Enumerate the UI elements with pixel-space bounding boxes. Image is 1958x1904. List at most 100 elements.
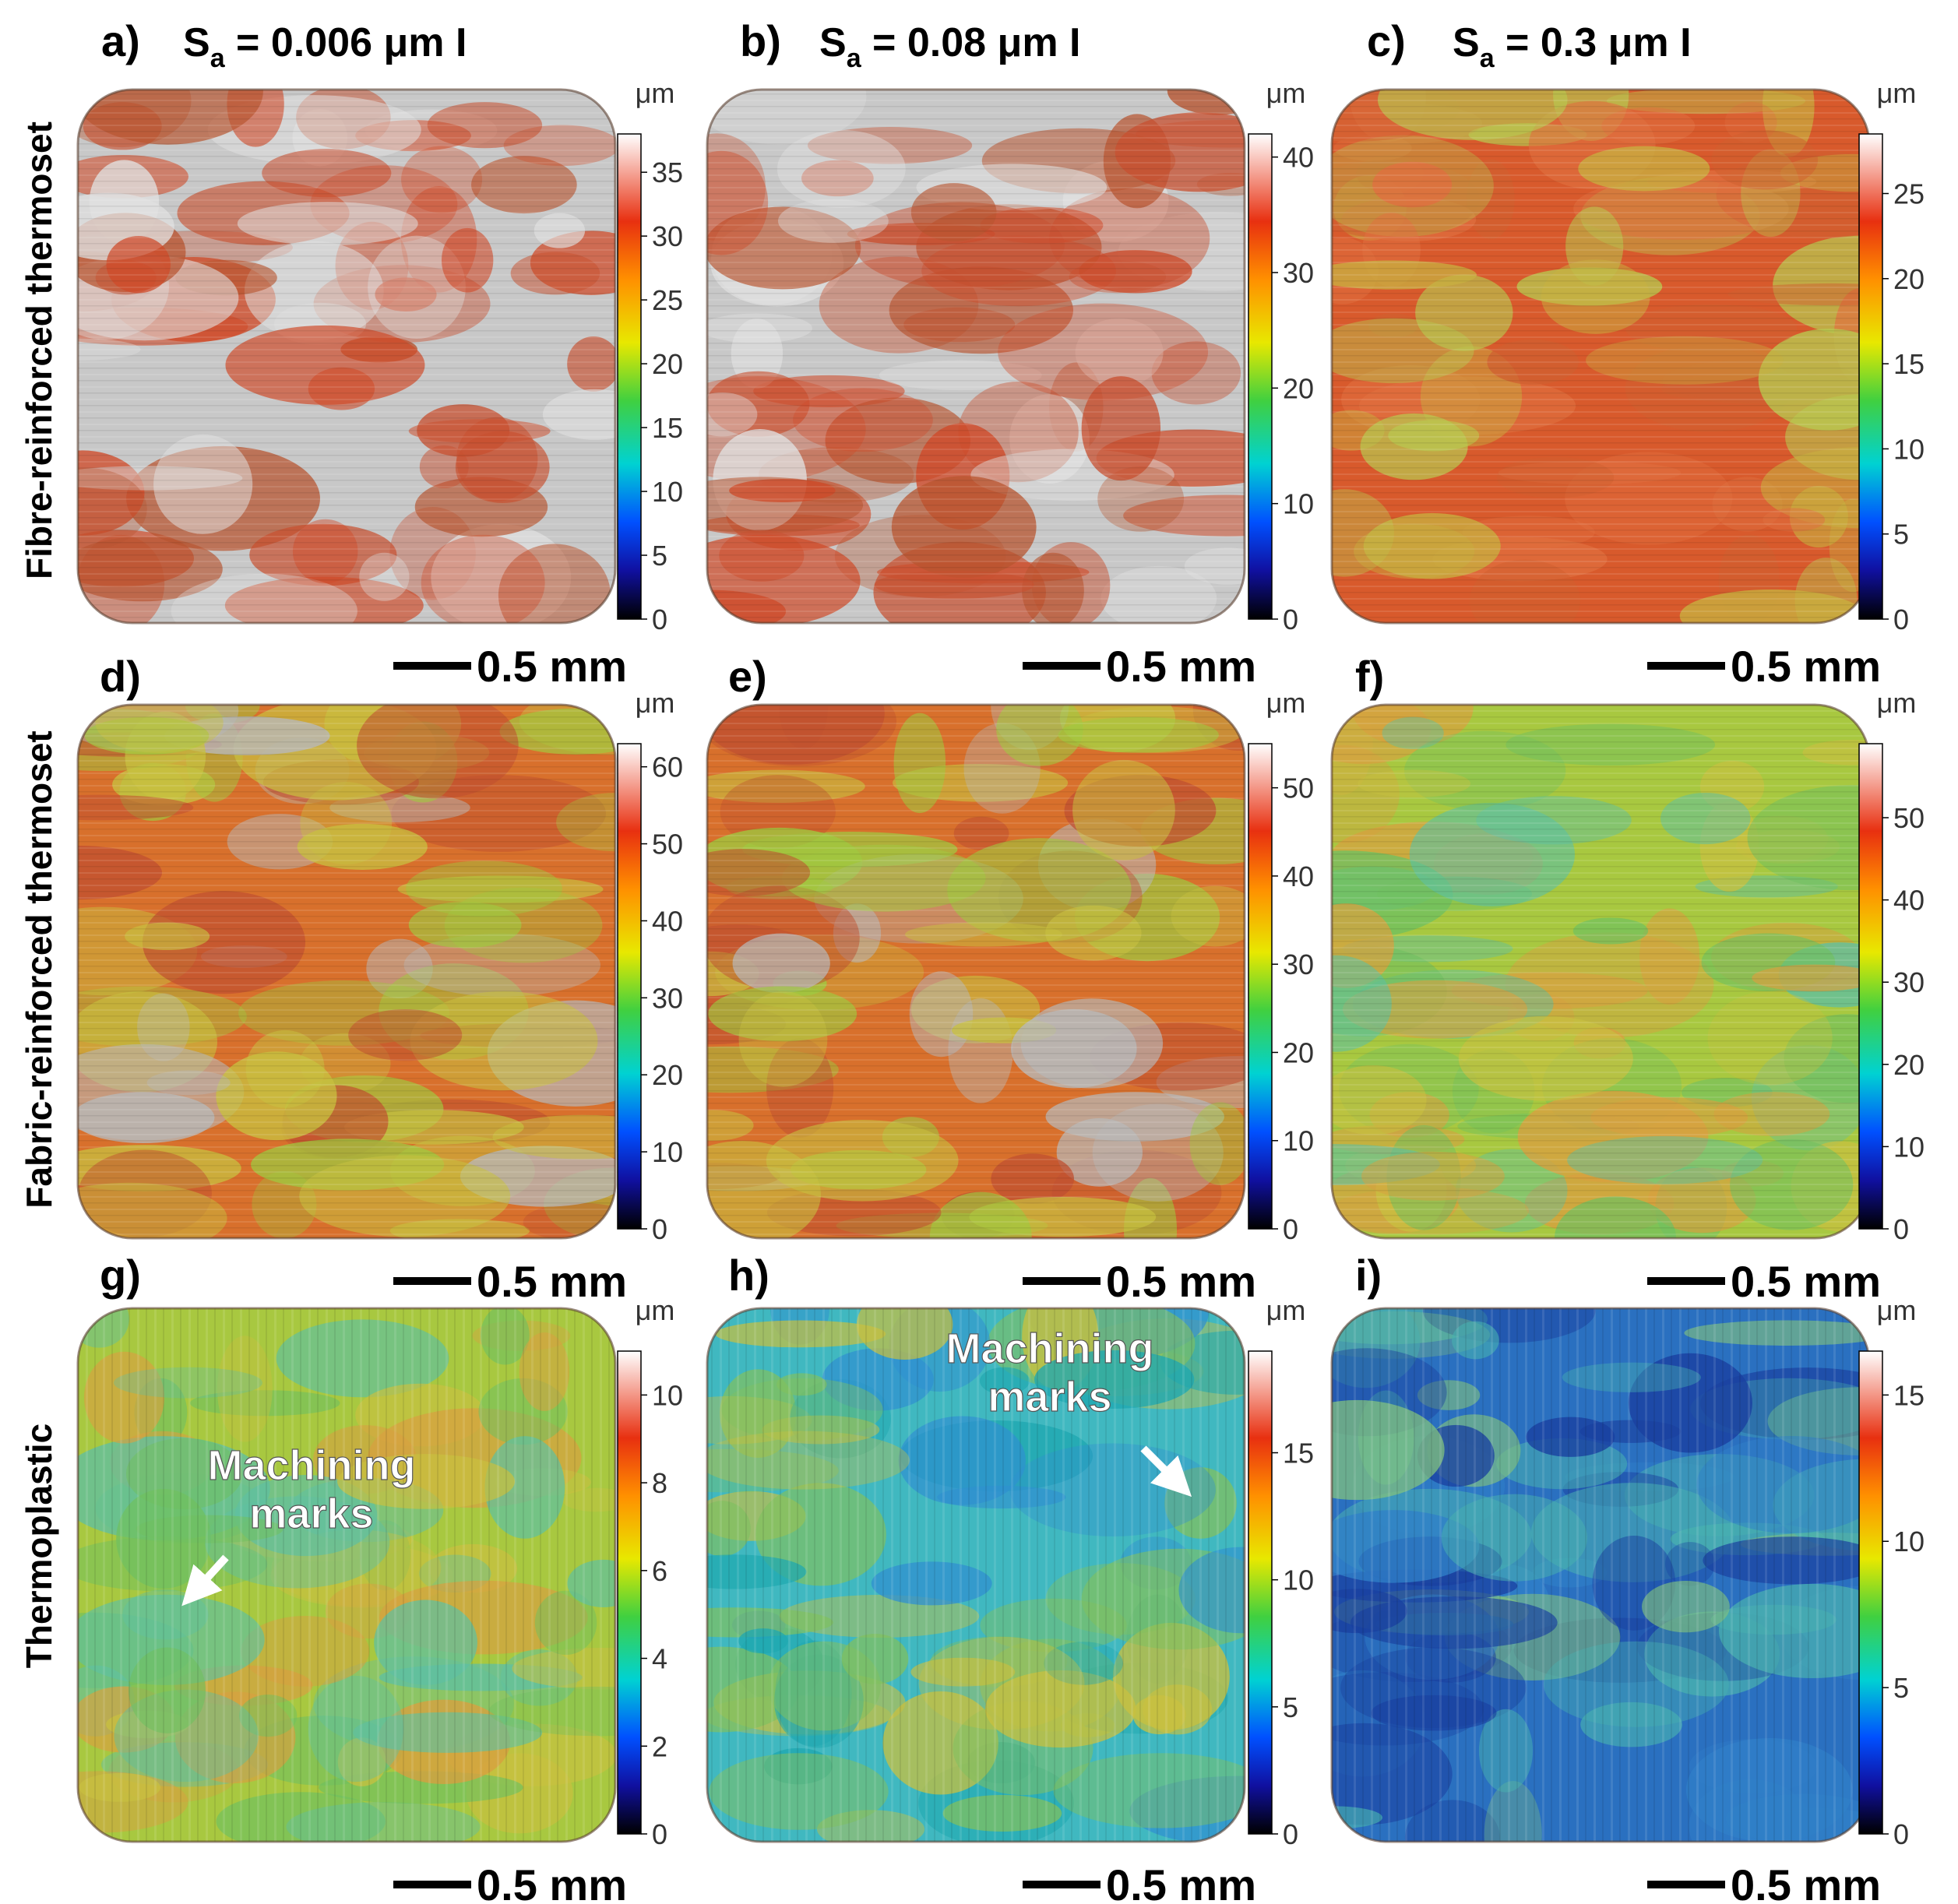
colorbar-tick-g-5: 10	[652, 1379, 683, 1411]
colorbar-tick-h-3: 15	[1283, 1438, 1314, 1469]
colorbar-e	[1248, 743, 1273, 1230]
scale-bar-line-i	[1647, 1881, 1725, 1888]
row-label-thermoplastic: Thermoplastic	[19, 1424, 59, 1668]
colorbar-tick-f-2: 20	[1893, 1049, 1925, 1081]
annotation-text-g-0: Machining	[208, 1442, 416, 1489]
colorbar-tick-e-2: 20	[1283, 1036, 1314, 1068]
colorbar-tick-a-4: 20	[652, 348, 683, 380]
scale-bar-line-h	[1023, 1881, 1100, 1888]
colorbar-tick-f-1: 10	[1893, 1131, 1925, 1163]
panel-letter-c: c)	[1367, 16, 1406, 65]
colorbar-tick-c-0: 0	[1893, 604, 1909, 635]
panel-b: μm 0 10 20 30 40 0.5 mm	[706, 77, 1314, 691]
colorbar-g	[617, 1350, 642, 1835]
scale-bar-label-e: 0.5 mm	[1106, 1257, 1256, 1306]
sa-label-a: Sa = 0.006 μm I	[183, 20, 467, 73]
colorbar-unit-a: μm	[636, 77, 675, 109]
colorbar-unit-g: μm	[636, 1294, 675, 1326]
scale-bar-label-f: 0.5 mm	[1731, 1257, 1881, 1306]
colorbar-unit-c: μm	[1877, 77, 1917, 109]
annotation-text-h-1: marks	[988, 1374, 1111, 1420]
colorbar-tick-i-2: 10	[1893, 1526, 1925, 1557]
colorbar-f	[1858, 743, 1883, 1230]
surface-map-b	[707, 90, 1245, 623]
panel-letter-a: a)	[101, 16, 140, 65]
annotation-arrow-g	[181, 1554, 229, 1607]
colorbar-tick-d-3: 30	[652, 982, 683, 1014]
colorbar-tick-a-6: 30	[652, 220, 683, 252]
colorbar-i	[1858, 1350, 1883, 1835]
colorbar-tick-f-5: 50	[1893, 802, 1925, 834]
colorbar-tick-a-3: 15	[652, 412, 683, 444]
scale-bar-label-h: 0.5 mm	[1106, 1860, 1256, 1904]
colorbar-tick-g-1: 2	[652, 1730, 667, 1762]
colorbar-tick-d-6: 60	[652, 751, 683, 783]
scale-bar-line-b	[1023, 662, 1100, 670]
annotation-arrow-h	[1140, 1445, 1192, 1498]
surface-map-a	[78, 90, 615, 623]
colorbar-tick-i-0: 0	[1893, 1818, 1909, 1850]
colorbar-tick-a-7: 35	[652, 157, 683, 188]
colorbar-tick-g-4: 8	[652, 1467, 667, 1499]
panel-a: μm 0 5 10 15 20 25 30 35 0.5 mm	[76, 77, 683, 691]
surface-map-f	[1332, 705, 1869, 1238]
colorbar-tick-c-1: 5	[1893, 519, 1909, 551]
scale-bar-line-e	[1023, 1277, 1100, 1285]
panel-letter-h: h)	[728, 1251, 769, 1300]
row-label-fibre: Fibre-reinforced thermoset	[19, 121, 59, 579]
scale-bar-label-a: 0.5 mm	[477, 642, 627, 691]
panel-letter-f: f)	[1355, 652, 1384, 701]
scale-bar-line-f	[1647, 1277, 1725, 1285]
colorbar-tick-d-5: 50	[652, 829, 683, 860]
colorbar-d	[617, 743, 642, 1230]
colorbar-unit-b: μm	[1266, 77, 1306, 109]
colorbar-tick-c-5: 25	[1893, 178, 1925, 210]
colorbar-tick-f-0: 0	[1893, 1213, 1909, 1245]
colorbar-tick-i-3: 15	[1893, 1379, 1925, 1411]
colorbar-tick-d-4: 40	[652, 905, 683, 937]
panel-letter-i: i)	[1355, 1251, 1382, 1300]
colorbar-unit-f: μm	[1877, 687, 1917, 719]
colorbar-tick-e-0: 0	[1283, 1213, 1298, 1245]
column-header-b: b) Sa = 0.08 μm I	[740, 16, 1080, 73]
scale-bar-label-g: 0.5 mm	[477, 1860, 627, 1904]
colorbar-tick-f-3: 30	[1893, 966, 1925, 998]
colorbar-tick-a-0: 0	[652, 604, 667, 635]
colorbar-tick-i-1: 5	[1893, 1672, 1909, 1704]
colorbar-tick-h-1: 5	[1283, 1691, 1298, 1723]
annotation-text-h-0: Machining	[946, 1325, 1154, 1372]
colorbar-h	[1248, 1350, 1273, 1835]
colorbar-a	[617, 133, 642, 620]
panel-letter-b: b)	[740, 16, 781, 65]
colorbar-tick-e-3: 30	[1283, 948, 1314, 980]
scale-bar-label-i: 0.5 mm	[1731, 1860, 1881, 1904]
colorbar-b	[1248, 133, 1273, 620]
scale-bar-line-d	[393, 1277, 471, 1285]
sa-label-b: Sa = 0.08 μm I	[819, 20, 1080, 73]
colorbar-tick-b-4: 40	[1283, 142, 1314, 174]
colorbar-c	[1858, 133, 1883, 620]
colorbar-tick-h-0: 0	[1283, 1818, 1298, 1850]
colorbar-unit-d: μm	[636, 687, 675, 719]
colorbar-tick-c-3: 15	[1893, 348, 1925, 380]
panel-letter-g: g)	[100, 1251, 141, 1300]
annotation-text-g-1: marks	[249, 1490, 373, 1537]
colorbar-tick-b-0: 0	[1283, 604, 1298, 635]
colorbar-tick-g-0: 0	[652, 1818, 667, 1850]
scale-bar-label-d: 0.5 mm	[477, 1257, 627, 1306]
colorbar-tick-d-0: 0	[652, 1213, 667, 1245]
row-label-fabric: Fabric-reinforced thermoset	[19, 730, 59, 1208]
scale-bar-label-c: 0.5 mm	[1731, 642, 1881, 691]
scale-bar-line-g	[393, 1881, 471, 1888]
surface-map-i	[1332, 1308, 1869, 1842]
scale-bar-label-b: 0.5 mm	[1106, 642, 1256, 691]
panel-c: μm 0 5 10 15 20 25 0.5 mm	[1330, 77, 1925, 691]
colorbar-tick-f-4: 40	[1893, 885, 1925, 917]
scale-bar-line-a	[393, 662, 471, 670]
colorbar-unit-h: μm	[1266, 1294, 1306, 1326]
colorbar-tick-c-4: 20	[1893, 263, 1925, 295]
panel-letter-e: e)	[728, 652, 767, 701]
